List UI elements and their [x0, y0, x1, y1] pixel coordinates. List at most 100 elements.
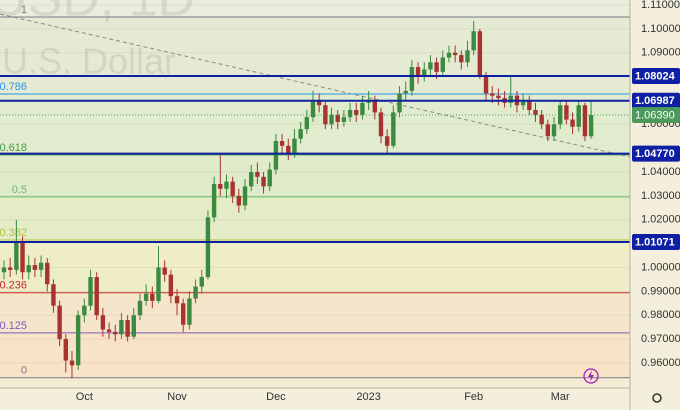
- candle-body: [168, 274, 174, 297]
- price-label-box: [632, 145, 680, 162]
- price-label: 1.04770: [635, 148, 675, 160]
- candle-body: [378, 112, 384, 137]
- fib-label: 0.236: [0, 280, 27, 292]
- candle-body: [279, 141, 285, 146]
- candle-body: [533, 110, 538, 115]
- x-tick-label: Feb: [464, 391, 483, 403]
- fib-label: 1: [21, 4, 27, 16]
- y-tick-label: 1.04000: [641, 166, 680, 178]
- candle-body: [539, 114, 544, 125]
- candle-body: [100, 315, 106, 330]
- candle-body: [304, 117, 310, 130]
- settings-icon[interactable]: [652, 393, 662, 403]
- fib-zone: [0, 16, 630, 95]
- candle-body: [310, 100, 316, 118]
- fib-label: 0.125: [0, 320, 27, 332]
- candle-body: [38, 262, 44, 270]
- candle-body: [32, 265, 38, 270]
- fib-zone: [0, 196, 630, 241]
- candle-body: [255, 172, 260, 177]
- candle-body: [193, 286, 198, 299]
- last-price-box: [632, 107, 680, 124]
- candle-body: [545, 124, 551, 137]
- fib-zone: [0, 154, 630, 197]
- candle-body: [434, 62, 439, 72]
- y-tick-label: 1.11000: [641, 0, 680, 11]
- fib-zone: [0, 240, 630, 293]
- fib-zone: [0, 0, 630, 17]
- candle-body: [588, 115, 594, 137]
- candle-body: [26, 265, 31, 273]
- candle-body: [88, 277, 93, 306]
- candle-body: [273, 141, 279, 170]
- x-tick-label: Oct: [76, 391, 93, 403]
- x-tick-label: Mar: [551, 391, 570, 403]
- candle-body: [20, 241, 25, 273]
- candle-body: [564, 105, 569, 120]
- candle-body: [520, 100, 526, 106]
- candle-body: [335, 114, 340, 122]
- candle-body: [551, 124, 557, 137]
- candle-body: [224, 181, 229, 189]
- candle-body: [341, 117, 347, 122]
- candle-body: [490, 93, 495, 96]
- candle-body: [113, 331, 118, 335]
- candle-body: [267, 169, 272, 187]
- candle-body: [576, 105, 581, 127]
- fib-label: 0.618: [0, 142, 27, 154]
- candle-body: [384, 136, 390, 146]
- x-tick-label: Dec: [266, 391, 286, 403]
- candle-body: [242, 186, 248, 206]
- candle-body: [230, 181, 235, 196]
- price-label-box: [632, 68, 680, 85]
- candle-body: [69, 360, 75, 366]
- candle-body: [187, 298, 192, 325]
- candle-body: [150, 293, 155, 301]
- x-tick-label: 2023: [356, 391, 380, 403]
- candle-body: [57, 305, 62, 340]
- candle-body: [94, 277, 99, 316]
- candle-body: [347, 110, 353, 118]
- candle-body: [298, 129, 303, 139]
- candle-body: [428, 62, 433, 70]
- candle-body: [354, 110, 359, 115]
- y-tick-label: 1.09000: [641, 47, 680, 59]
- candle-body: [409, 67, 415, 91]
- candle-body: [483, 76, 489, 94]
- candle-body: [125, 319, 130, 337]
- candle-body: [360, 102, 365, 115]
- candle-body: [422, 69, 427, 77]
- price-label-box: [632, 92, 680, 109]
- candle-body: [82, 305, 87, 316]
- fib-zone: [0, 377, 630, 388]
- y-tick-label: 1.10000: [641, 23, 680, 35]
- candle-body: [137, 300, 143, 316]
- candle-body: [496, 95, 501, 99]
- last-price-label: 1.06390: [635, 109, 675, 121]
- trendline: [0, 13, 631, 158]
- candle-body: [131, 315, 136, 337]
- y-tick-label: 0.99000: [641, 285, 680, 297]
- x-tick-label: Nov: [167, 391, 187, 403]
- alert-icon[interactable]: [583, 368, 599, 384]
- candle-body: [391, 112, 396, 146]
- y-tick-label: 0.98000: [641, 309, 680, 321]
- candle-body: [558, 105, 563, 125]
- candle-body: [51, 284, 56, 306]
- fib-zone: [0, 332, 630, 378]
- candle-body: [119, 319, 124, 335]
- candle-body: [323, 105, 328, 125]
- candle-body: [465, 50, 470, 63]
- candle-body: [156, 267, 161, 301]
- candle-body: [236, 195, 242, 206]
- price-label-box: [632, 233, 680, 250]
- y-tick-label: 0.97000: [641, 333, 680, 345]
- fib-label: 0.5: [12, 184, 27, 196]
- candle-body: [218, 183, 223, 189]
- candle-body: [403, 90, 408, 94]
- y-tick-label: 1.00000: [641, 261, 680, 273]
- candle-body: [211, 183, 217, 218]
- candle-body: [249, 172, 254, 187]
